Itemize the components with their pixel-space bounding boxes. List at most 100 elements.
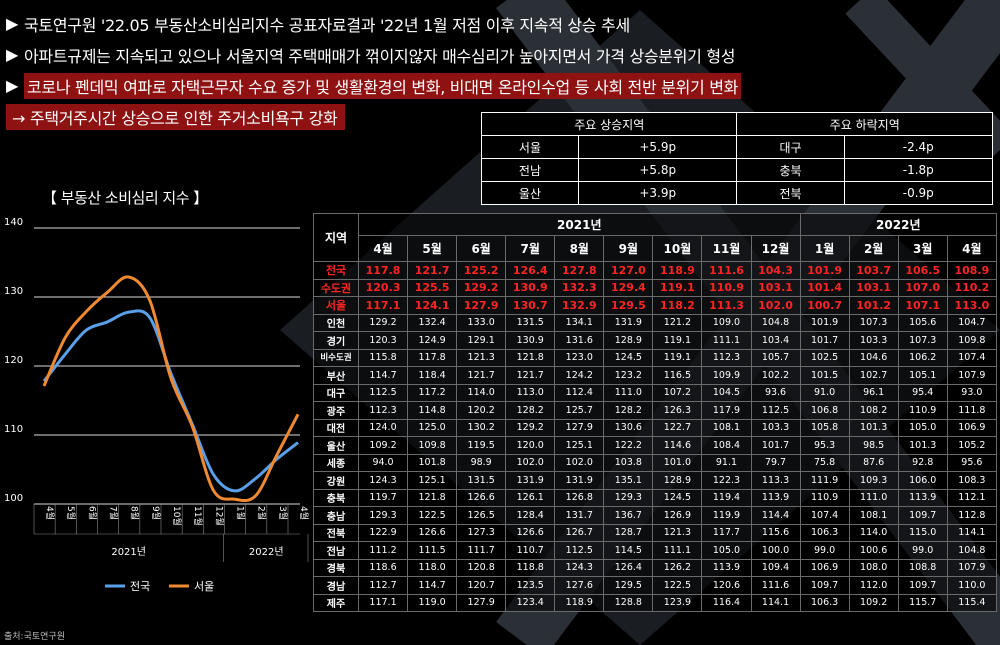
value-cell: 128.2 — [603, 401, 654, 420]
value-cell: 101.2 — [848, 296, 899, 315]
summary-row: 서울 +5.9p 대구 -2.4p — [481, 135, 993, 159]
value-cell: 106.0 — [897, 471, 948, 490]
value-cell: 113.9 — [750, 488, 801, 507]
value-cell: 103.7 — [848, 261, 899, 280]
value-cell: 131.9 — [505, 471, 556, 490]
chart-title: 【 부동산 소비심리 지수 】 — [42, 189, 208, 207]
value-cell: 126.9 — [652, 506, 703, 525]
fall-region: 충북 — [736, 158, 845, 182]
value-cell: 114.1 — [750, 593, 801, 612]
value-cell: 107.1 — [897, 296, 948, 315]
value-cell: 108.8 — [897, 558, 948, 577]
value-cell: 117.1 — [357, 593, 409, 612]
value-cell: 101.9 — [799, 313, 850, 332]
legend-label: 서울 — [194, 580, 214, 593]
month-header: 7월 — [505, 235, 556, 262]
value-cell: 98.5 — [848, 436, 899, 455]
value-cell: 101.3 — [897, 436, 948, 455]
year-header: 2021년 — [358, 213, 801, 236]
value-cell: 126.6 — [456, 488, 507, 507]
value-cell: 122.7 — [652, 418, 703, 437]
x-tick-label: 4월 — [298, 506, 310, 520]
source-note: 출처:국토연구원 — [4, 632, 65, 642]
value-cell: 75.8 — [799, 453, 850, 472]
bullet-2: ▶ 아파트규제는 지속되고 있으나 서울지역 주택매매가 꺾이지않자 매수심리가… — [6, 39, 996, 70]
table-row: 대구 112.5 117.2 114.0 113.0 112.4 111.0 107.2 104… — [313, 383, 998, 402]
month-header: 9월 — [603, 235, 654, 262]
value-cell: 99.0 — [799, 541, 850, 560]
value-cell: 124.3 — [554, 558, 605, 577]
value-cell: 130.9 — [505, 331, 556, 350]
region-cell: 대구 — [313, 383, 359, 402]
table-row: 충북 119.7 121.8 126.6 126.1 126.8 129.3 124.5 119… — [313, 488, 998, 507]
value-cell: 112.7 — [357, 576, 409, 595]
rise-header: 주요 상승지역 — [480, 112, 738, 136]
value-cell: 94.0 — [357, 453, 409, 472]
value-cell: 109.3 — [848, 471, 899, 490]
table-row: 강원 124.3 125.1 131.5 131.9 131.9 135.1 128.9 122… — [313, 471, 998, 490]
value-cell: 127.0 — [603, 261, 654, 280]
value-cell: 132.9 — [554, 296, 605, 315]
year-label: 2021년 — [111, 546, 146, 558]
value-cell: 119.1 — [652, 278, 703, 297]
value-cell: 118.0 — [407, 558, 458, 577]
value-cell: 125.1 — [407, 471, 458, 490]
value-cell: 103.1 — [750, 278, 801, 297]
value-cell: 112.0 — [848, 576, 899, 595]
value-cell: 120.2 — [456, 401, 507, 420]
value-cell: 111.6 — [701, 261, 752, 280]
year-header: 2022년 — [799, 213, 998, 236]
table-row: 광주 112.3 114.8 120.2 128.2 125.7 128.2 126.3 117… — [313, 401, 998, 420]
value-cell: 107.4 — [799, 506, 850, 525]
value-cell: 120.7 — [456, 576, 507, 595]
table-row: 대전 124.0 125.0 130.2 129.2 127.9 130.6 122.7 108… — [313, 418, 998, 437]
value-cell: 118.9 — [554, 593, 605, 612]
y-tick-label: 100 — [4, 493, 23, 504]
value-cell: 102.0 — [750, 296, 801, 315]
region-cell: 충남 — [313, 506, 359, 525]
value-cell: 106.3 — [799, 593, 850, 612]
rise-region: 서울 — [481, 135, 579, 159]
fall-value: -2.4p — [843, 135, 993, 159]
value-cell: 131.5 — [505, 313, 556, 332]
value-cell: 92.8 — [897, 453, 948, 472]
value-cell: 121.2 — [652, 313, 703, 332]
value-cell: 104.8 — [946, 541, 998, 560]
value-cell: 104.7 — [946, 313, 998, 332]
value-cell: 121.3 — [456, 348, 507, 367]
value-cell: 95.6 — [946, 453, 998, 472]
value-cell: 117.9 — [701, 401, 752, 420]
value-cell: 102.7 — [848, 366, 899, 385]
value-cell: 112.5 — [554, 541, 605, 560]
value-cell: 127.8 — [554, 261, 605, 280]
table-row: 전국 117.8 121.7 125.2 126.4 127.8 127.0 118.9 111… — [313, 261, 998, 280]
value-cell: 108.1 — [701, 418, 752, 437]
value-cell: 103.3 — [848, 331, 899, 350]
value-cell: 111.6 — [750, 576, 801, 595]
value-cell: 109.2 — [357, 436, 409, 455]
value-cell: 101.3 — [848, 418, 899, 437]
data-table: 지역 2021년 2022년 4월 5월 6월 7월 8월 9월 10월 11월 12월 1월 2월 3… — [313, 213, 998, 612]
value-cell: 131.6 — [554, 331, 605, 350]
value-cell: 101.4 — [799, 278, 850, 297]
fall-value: -0.9p — [843, 181, 993, 205]
value-cell: 124.2 — [554, 366, 605, 385]
bullet-sub-text: 주택거주시간 상승으로 인한 주거소비욕구 강화 — [29, 108, 338, 128]
table-row: 비수도권 115.8 117.8 121.3 121.8 123.0 124.5 119.1 1… — [313, 348, 998, 367]
value-cell: 103.3 — [750, 418, 801, 437]
summary-row: 전남 +5.8p 충북 -1.8p — [481, 158, 993, 182]
value-cell: 128.2 — [505, 401, 556, 420]
value-cell: 114.7 — [407, 576, 458, 595]
x-tick-label: 4월 — [44, 506, 56, 520]
value-cell: 122.9 — [357, 523, 409, 542]
month-header: 12월 — [750, 235, 801, 262]
value-cell: 121.7 — [407, 261, 458, 280]
value-cell: 93.6 — [750, 383, 801, 402]
value-cell: 110.9 — [897, 401, 948, 420]
value-cell: 115.0 — [897, 523, 948, 542]
value-cell: 126.4 — [603, 558, 654, 577]
value-cell: 105.2 — [946, 436, 998, 455]
value-cell: 102.0 — [505, 453, 556, 472]
value-cell: 100.6 — [848, 541, 899, 560]
value-cell: 130.7 — [505, 296, 556, 315]
